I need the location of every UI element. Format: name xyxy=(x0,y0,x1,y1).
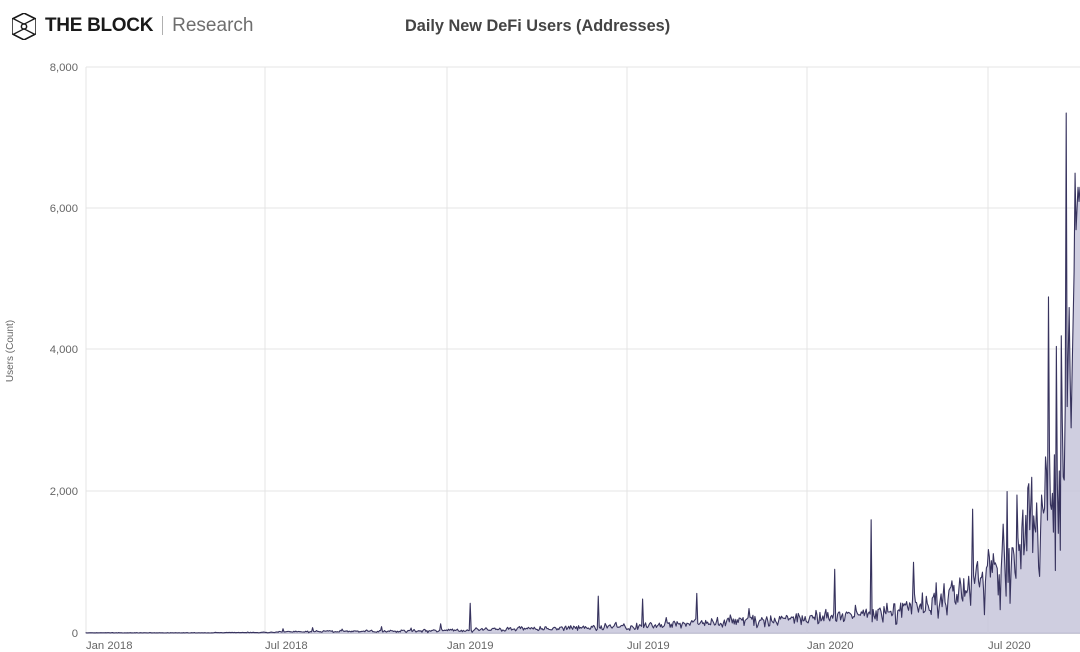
svg-text:6,000: 6,000 xyxy=(50,203,78,215)
svg-text:2,000: 2,000 xyxy=(50,486,78,498)
svg-text:Jul 2018: Jul 2018 xyxy=(265,640,308,652)
svg-text:Jul 2020: Jul 2020 xyxy=(988,640,1031,652)
svg-text:Jan 2019: Jan 2019 xyxy=(447,640,493,652)
svg-text:Users (Count): Users (Count) xyxy=(5,320,16,382)
svg-text:0: 0 xyxy=(72,628,78,640)
svg-text:4,000: 4,000 xyxy=(50,344,78,356)
svg-text:Jan 2020: Jan 2020 xyxy=(807,640,853,652)
svg-text:Jul 2019: Jul 2019 xyxy=(627,640,670,652)
svg-text:8,000: 8,000 xyxy=(50,62,78,74)
svg-text:Jan 2018: Jan 2018 xyxy=(86,640,132,652)
